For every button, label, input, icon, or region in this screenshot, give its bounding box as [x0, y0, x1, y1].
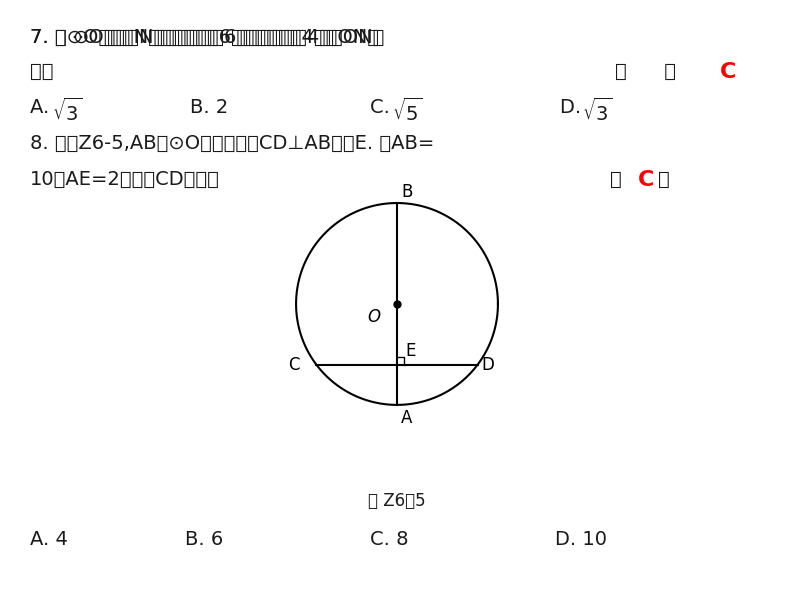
Text: 长为: 长为 — [30, 62, 53, 81]
Text: C: C — [638, 170, 654, 190]
Text: ）: ） — [658, 170, 670, 189]
Text: B. 2: B. 2 — [190, 98, 228, 117]
Text: C: C — [720, 62, 736, 82]
Text: C.: C. — [370, 98, 396, 117]
Text: A.: A. — [30, 98, 56, 117]
Text: $\sqrt{3}$: $\sqrt{3}$ — [582, 98, 613, 125]
Text: （: （ — [610, 170, 622, 189]
Text: ⊙O内一点N的最长弦长为6，最短弦长为4，则ON的: ⊙O内一点N的最长弦长为6，最短弦长为4，则ON的 — [72, 28, 384, 47]
Text: D: D — [482, 356, 495, 374]
Text: 图 Z6－5: 图 Z6－5 — [368, 492, 426, 510]
Text: B. 6: B. 6 — [185, 530, 223, 549]
Text: C: C — [288, 356, 300, 374]
Text: B: B — [401, 183, 412, 201]
Text: （      ）: （ ） — [615, 62, 676, 81]
Text: E: E — [405, 343, 415, 361]
Text: 7. 过⊙O内一点N的最长弦长为6，最短弦长为4，则ON的: 7. 过⊙O内一点N的最长弦长为6，最短弦长为4，则ON的 — [30, 28, 379, 47]
Text: $\sqrt{3}$: $\sqrt{3}$ — [52, 98, 83, 125]
Text: D.: D. — [560, 98, 588, 117]
Text: A: A — [401, 409, 412, 427]
Text: $\sqrt{5}$: $\sqrt{5}$ — [392, 98, 422, 125]
Text: 7. 过: 7. 过 — [30, 28, 67, 47]
Text: 10，AE=2，则弦CD的长是: 10，AE=2，则弦CD的长是 — [30, 170, 220, 189]
Text: C. 8: C. 8 — [370, 530, 408, 549]
Text: O: O — [368, 308, 381, 326]
Text: 8. 如图Z6-5,AB是⊙O的直径，弦CD⊥AB于点E. 若AB=: 8. 如图Z6-5,AB是⊙O的直径，弦CD⊥AB于点E. 若AB= — [30, 134, 434, 153]
Text: D. 10: D. 10 — [555, 530, 607, 549]
Text: A. 4: A. 4 — [30, 530, 67, 549]
